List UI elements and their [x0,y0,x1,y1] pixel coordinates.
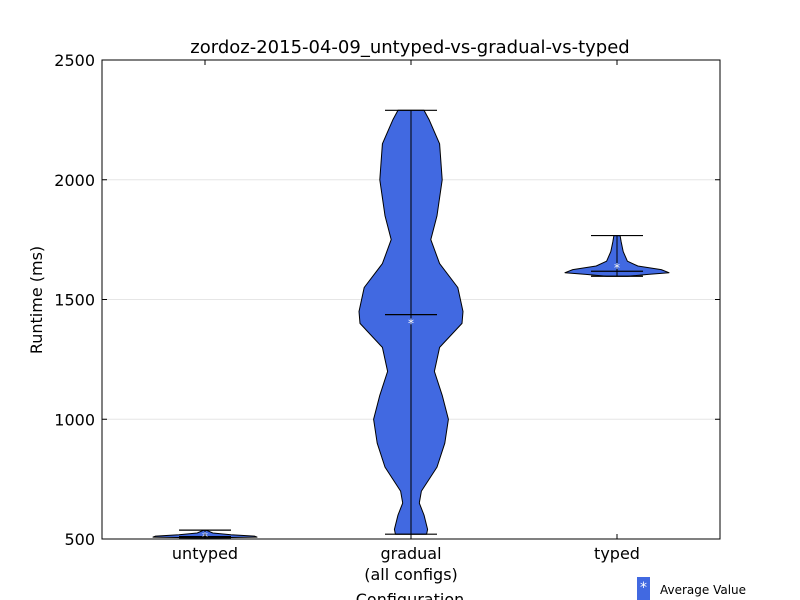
x-tick-sublabel-gradual: (all configs) [364,565,458,584]
legend: * Average Value [637,577,746,600]
y-tick-label-0: 500 [64,530,95,549]
legend-marker: * [640,580,647,596]
y-axis-ticks: 500 1000 1500 2000 2500 [54,51,720,549]
legend-swatch [637,577,650,600]
violins: *** [152,109,670,544]
x-axis-label: Configuration [356,590,465,600]
y-tick-label-1: 1000 [54,410,95,429]
y-tick-label-2: 1500 [54,291,95,310]
x-tick-label-untyped: untyped [172,544,238,563]
chart-title: zordoz-2015-04-09_untyped-vs-gradual-vs-… [190,37,629,58]
x-tick-label-gradual: gradual [380,544,441,563]
y-axis-label: Runtime (ms) [27,246,46,354]
mean-marker-gradual: * [408,316,414,330]
x-tick-label-typed: typed [594,544,640,563]
x-axis-ticks: untyped gradual (all configs) typed [172,60,640,584]
y-tick-label-4: 2500 [54,51,95,70]
mean-marker-typed: * [614,261,620,275]
legend-label: Average Value [660,583,746,597]
y-tick-label-3: 2000 [54,171,95,190]
